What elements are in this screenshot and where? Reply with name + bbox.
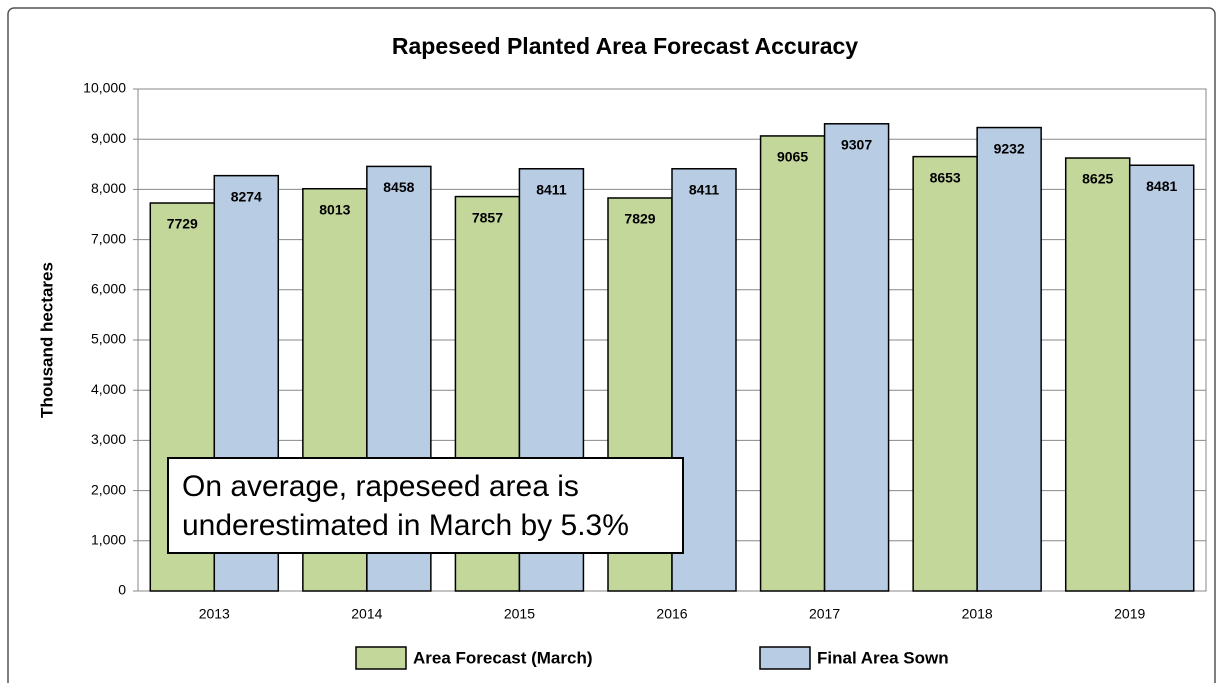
y-tick-label: 7,000 (91, 230, 126, 246)
value-label: 8411 (536, 181, 567, 197)
bar (823, 123, 890, 592)
legend-swatch (759, 646, 811, 670)
y-tick-label: 4,000 (91, 381, 126, 397)
annotation-box (167, 457, 684, 554)
bar (976, 126, 1042, 592)
x-tick-label: 2014 (351, 606, 382, 622)
y-axis-title: Thousand hectares (37, 262, 56, 418)
value-label: 7829 (624, 211, 655, 227)
y-tick-label: 3,000 (91, 431, 126, 447)
value-label: 8653 (930, 169, 961, 185)
y-tick-label: 8,000 (91, 180, 126, 196)
annotation-text: On average, rapeseed area is (182, 470, 579, 503)
legend-label: Area Forecast (March) (413, 648, 593, 667)
value-label: 7729 (167, 216, 198, 232)
x-tick-label: 2016 (656, 606, 687, 622)
value-label: 8411 (689, 181, 720, 197)
legend-swatch (355, 646, 407, 670)
annotation: On average, rapeseed area is underestima… (167, 457, 684, 554)
value-label: 9065 (777, 149, 808, 165)
y-tick-label: 5,000 (91, 331, 126, 347)
bar (759, 135, 826, 592)
value-label: 8458 (383, 179, 414, 195)
bar (1064, 157, 1131, 592)
value-label: 9307 (841, 136, 872, 152)
y-tick-label: 9,000 (91, 130, 126, 146)
y-tick-label: 6,000 (91, 281, 126, 297)
x-tick-label: 2018 (962, 606, 993, 622)
value-label: 8625 (1082, 171, 1113, 187)
value-label: 8274 (231, 188, 262, 204)
y-tick-label: 0 (118, 582, 126, 598)
x-tick-label: 2017 (809, 606, 840, 622)
y-tick-label: 1,000 (91, 532, 126, 548)
chart-title: Rapeseed Planted Area Forecast Accuracy (392, 33, 858, 59)
annotation-text: underestimated in March by 5.3% (182, 509, 629, 542)
y-tick-label: 2,000 (91, 481, 126, 497)
value-label: 9232 (994, 140, 1025, 156)
legend-label: Final Area Sown (817, 648, 949, 667)
value-label: 7857 (472, 209, 503, 225)
y-tick-label: 10,000 (83, 80, 126, 96)
x-tick-label: 2019 (1114, 606, 1145, 622)
bar (1128, 164, 1195, 592)
x-tick-label: 2015 (504, 606, 535, 622)
bar (912, 155, 978, 592)
value-label: 8013 (319, 201, 350, 217)
value-label: 8481 (1146, 178, 1177, 194)
x-tick-label: 2013 (199, 606, 230, 622)
